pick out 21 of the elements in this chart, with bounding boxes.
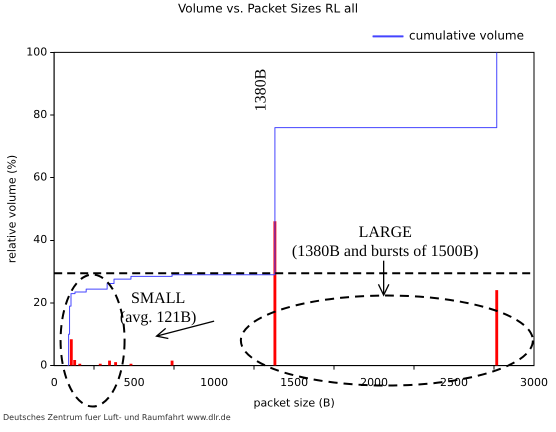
annotation: LARGE (1380B and bursts of 1500B): [292, 222, 479, 261]
x-tick-label: 3000: [520, 376, 548, 390]
annotation: 1380B: [251, 68, 270, 112]
y-tick-label: 60: [33, 170, 48, 184]
legend-label: cumulative volume: [409, 28, 524, 43]
chart-title: Volume vs. Packet Sizes RL all: [178, 1, 358, 16]
x-tick-label: 1000: [200, 376, 228, 390]
y-tick-label: 20: [33, 296, 48, 309]
x-tick-label: 1500: [280, 376, 308, 390]
bar: [108, 360, 111, 366]
x-tick-label: 0: [50, 376, 58, 390]
bar: [170, 360, 174, 366]
x-tick-label: 500: [124, 376, 145, 390]
y-tick-label: 0: [40, 358, 48, 372]
y-tick-label: 80: [33, 108, 48, 121]
text: Deutsches Zentrum fuer Luft- und Raumfahrt www.dlr.de: [3, 413, 231, 422]
x-axis-title: packet size (B): [253, 396, 335, 410]
bar: [114, 362, 118, 366]
y-tick-label: 100: [26, 45, 48, 58]
y-tick-label: 40: [33, 233, 48, 246]
y-axis-title: relative volume (%): [5, 154, 18, 264]
